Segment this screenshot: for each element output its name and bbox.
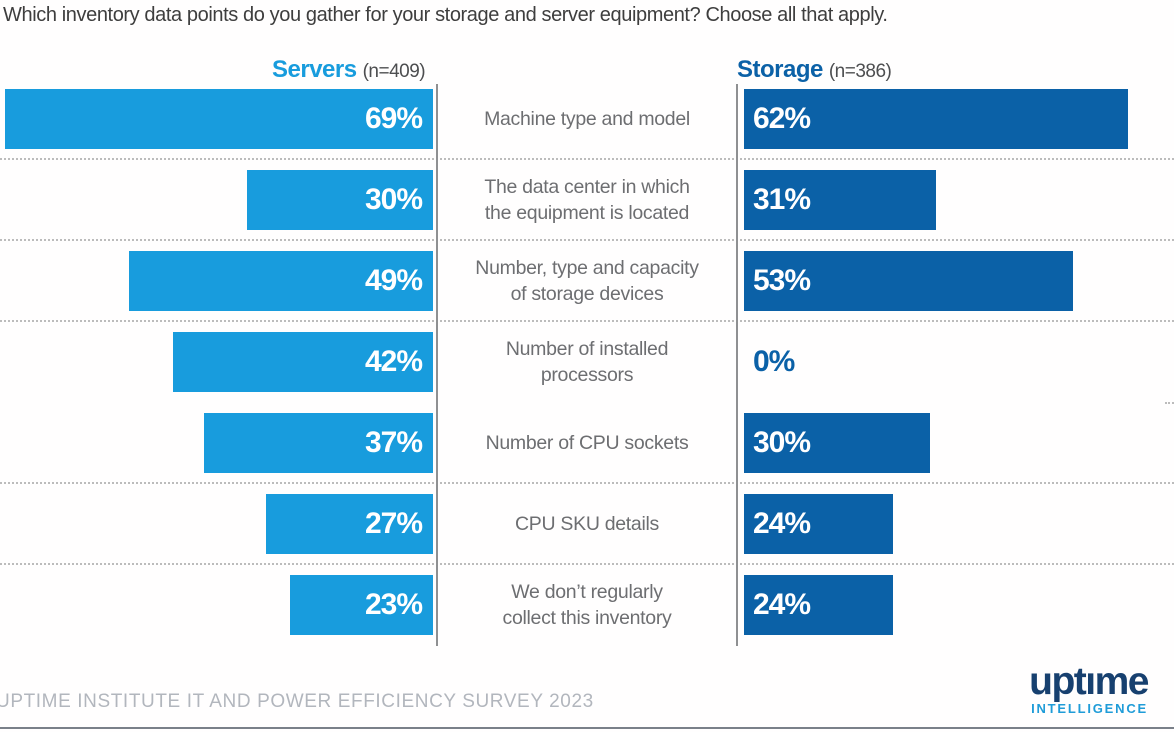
storage-value-label: 30% <box>753 426 811 459</box>
source-note: UPTIME INSTITUTE IT AND POWER EFFICIENCY… <box>0 691 594 712</box>
category-label: Number of installed processors <box>505 337 669 386</box>
category-label: Number, type and capacity of storage devi… <box>475 256 699 305</box>
servers-bar <box>266 494 433 554</box>
storage-bar <box>744 575 893 635</box>
servers-value-label: 42% <box>364 345 423 378</box>
chart-row: 42% Number of installed processors 0% <box>0 322 1174 403</box>
uptime-intelligence-logo: uptıme INTELLIGENCE <box>1029 660 1149 716</box>
storage-bar <box>744 170 936 230</box>
uptime-logo-wordmark: uptıme <box>1029 660 1149 703</box>
servers-value-label: 30% <box>364 183 423 216</box>
storage-series-label: Storage <box>737 56 823 83</box>
category-label: Number of CPU sockets <box>485 431 689 454</box>
servers-axis-line <box>436 84 438 646</box>
servers-column-header: Servers (n=409) <box>272 56 426 84</box>
storage-value-label: 24% <box>753 507 811 540</box>
servers-value-label: 49% <box>364 264 423 297</box>
storage-value-label: 31% <box>753 183 811 216</box>
servers-value-label: 69% <box>364 102 423 135</box>
intelligence-logo-text: INTELLIGENCE <box>1031 701 1148 716</box>
chart-row: 23% We don’t regularly collect this invent… <box>0 565 1174 646</box>
storage-column-header: Storage (n=386) <box>737 56 892 84</box>
servers-bar <box>5 89 433 149</box>
category-label: CPU SKU details <box>515 512 659 535</box>
storage-axis-line <box>736 84 738 646</box>
chart-row: 49% Number, type and capacity of storage d… <box>0 241 1174 322</box>
right-edge-tick <box>1165 402 1174 404</box>
servers-bar <box>129 251 433 311</box>
storage-value-label: 24% <box>753 588 811 621</box>
servers-value-label: 23% <box>364 588 423 621</box>
storage-bar <box>744 413 930 473</box>
chart-row: 37% Number of CPU sockets 30% <box>0 403 1174 484</box>
servers-series-label: Servers <box>272 56 357 83</box>
storage-bar <box>744 494 893 554</box>
category-label: Machine type and model <box>484 107 690 130</box>
storage-value-label: 0% <box>753 345 795 378</box>
storage-bar <box>744 251 1073 311</box>
chart-row: 27% CPU SKU details 24% <box>0 484 1174 565</box>
bottom-divider-line <box>0 727 1174 729</box>
storage-value-label: 53% <box>753 264 811 297</box>
servers-value-label: 37% <box>364 426 423 459</box>
servers-bar <box>204 413 433 473</box>
storage-bar <box>744 89 1128 149</box>
servers-sample-size: (n=409) <box>362 61 426 82</box>
servers-value-label: 27% <box>364 507 423 540</box>
chart-row: 30% The data center in which the equipment… <box>0 160 1174 241</box>
chart-rows: 69% Machine type and model 62% 30% The data … <box>0 79 1174 646</box>
chart-row: 69% Machine type and model 62% <box>0 79 1174 160</box>
servers-bar <box>173 332 433 392</box>
storage-value-label: 62% <box>753 102 811 135</box>
category-label: We don’t regularly collect this inventory <box>502 580 672 629</box>
servers-bar <box>247 170 433 230</box>
storage-sample-size: (n=386) <box>828 61 892 82</box>
chart-title: Which inventory data points do you gathe… <box>3 4 888 26</box>
category-label: The data center in which the equipment is… <box>484 175 690 224</box>
servers-bar <box>290 575 433 635</box>
